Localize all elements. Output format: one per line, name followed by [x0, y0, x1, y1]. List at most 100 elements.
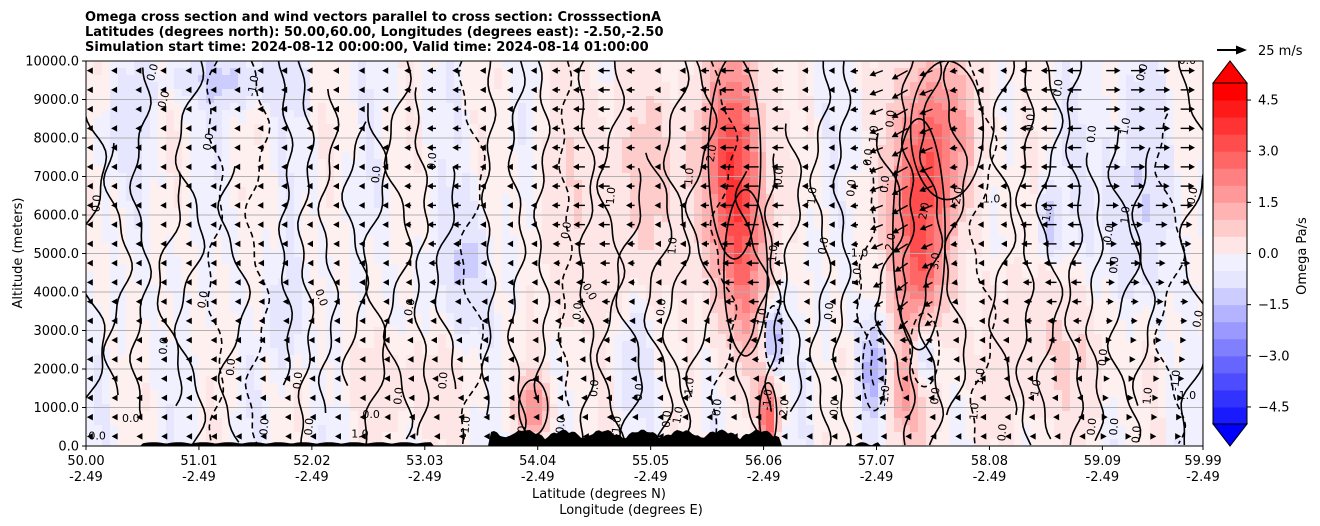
omega-cell	[166, 418, 175, 426]
omega-cell	[542, 68, 551, 76]
omega-cell	[190, 362, 199, 370]
omega-cell	[486, 313, 495, 321]
omega-cell	[318, 82, 327, 90]
omega-cell	[510, 348, 519, 356]
omega-cell	[630, 341, 639, 349]
omega-cell	[758, 180, 767, 188]
omega-cell	[726, 306, 735, 314]
omega-cell	[422, 432, 431, 440]
omega-cell	[126, 411, 135, 419]
omega-cell	[222, 152, 231, 160]
omega-cell	[446, 299, 455, 307]
omega-cell	[310, 61, 319, 69]
omega-cell	[574, 362, 583, 370]
omega-cell	[294, 355, 303, 363]
omega-cell	[470, 75, 479, 83]
omega-cell	[246, 369, 255, 377]
omega-cell	[166, 376, 175, 384]
omega-cell	[246, 131, 255, 139]
omega-cell	[558, 124, 567, 132]
omega-cell	[542, 166, 551, 174]
omega-cell	[174, 124, 183, 132]
omega-cell	[766, 180, 775, 188]
omega-cell	[126, 89, 135, 97]
omega-cell	[598, 194, 607, 202]
omega-cell	[158, 369, 167, 377]
omega-cell	[662, 208, 671, 216]
omega-cell	[158, 320, 167, 328]
omega-cell	[534, 292, 543, 300]
omega-cell	[102, 61, 111, 69]
omega-cell	[590, 334, 599, 342]
omega-cell	[454, 271, 463, 279]
omega-cell	[350, 124, 359, 132]
omega-cell	[710, 61, 719, 69]
omega-cell	[598, 397, 607, 405]
omega-cell	[782, 229, 791, 237]
omega-cell	[414, 264, 423, 272]
omega-cell	[110, 180, 119, 188]
omega-cell	[294, 271, 303, 279]
omega-cell	[622, 425, 631, 433]
omega-cell	[302, 257, 311, 265]
omega-cell	[726, 383, 735, 391]
omega-cell	[606, 194, 615, 202]
omega-cell	[518, 411, 527, 419]
omega-cell	[326, 138, 335, 146]
omega-cell	[414, 194, 423, 202]
omega-cell	[366, 61, 375, 69]
omega-cell	[118, 348, 127, 356]
omega-cell	[502, 411, 511, 419]
omega-cell	[150, 180, 159, 188]
omega-cell	[790, 215, 799, 223]
omega-cell	[758, 222, 767, 230]
omega-cell	[406, 334, 415, 342]
omega-cell	[694, 215, 703, 223]
omega-cell	[198, 159, 207, 167]
omega-cell	[710, 159, 719, 167]
omega-cell	[718, 362, 727, 370]
omega-cell	[174, 138, 183, 146]
omega-cell	[350, 369, 359, 377]
omega-cell	[214, 159, 223, 167]
omega-cell	[158, 425, 167, 433]
omega-cell	[438, 432, 447, 440]
omega-cell	[278, 145, 287, 153]
omega-cell	[262, 236, 271, 244]
omega-cell	[262, 187, 271, 195]
omega-cell	[790, 152, 799, 160]
omega-cell	[694, 152, 703, 160]
omega-cell	[446, 278, 455, 286]
omega-cell	[726, 348, 735, 356]
omega-cell	[238, 418, 247, 426]
omega-cell	[278, 222, 287, 230]
omega-cell	[158, 348, 167, 356]
omega-cell	[470, 397, 479, 405]
omega-cell	[654, 306, 663, 314]
omega-cell	[454, 285, 463, 293]
omega-cell	[246, 313, 255, 321]
omega-cell	[238, 432, 247, 440]
omega-cell	[614, 299, 623, 307]
omega-cell	[654, 418, 663, 426]
omega-cell	[542, 103, 551, 111]
omega-cell	[462, 194, 471, 202]
omega-cell	[118, 180, 127, 188]
omega-cell	[534, 243, 543, 251]
omega-cell	[742, 418, 751, 426]
omega-cell	[646, 103, 655, 111]
omega-cell	[654, 75, 663, 83]
omega-cell	[94, 82, 103, 90]
omega-cell	[214, 362, 223, 370]
omega-cell	[318, 131, 327, 139]
omega-cell	[590, 264, 599, 272]
omega-cell	[390, 222, 399, 230]
omega-cell	[94, 110, 103, 118]
omega-cell	[590, 285, 599, 293]
omega-cell	[294, 285, 303, 293]
omega-cell	[142, 208, 151, 216]
omega-cell	[694, 201, 703, 209]
omega-cell	[254, 383, 263, 391]
omega-cell	[406, 110, 415, 118]
omega-cell	[102, 334, 111, 342]
